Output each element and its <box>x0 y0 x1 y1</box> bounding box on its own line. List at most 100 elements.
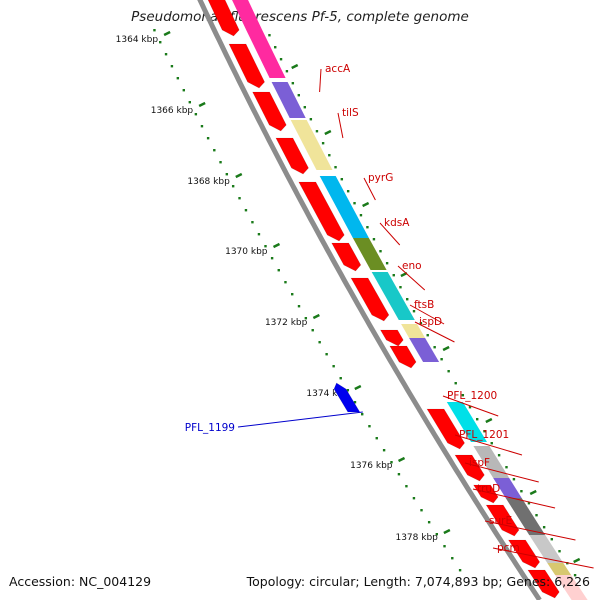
ruler-dot <box>535 514 538 517</box>
ruler-dot <box>304 317 308 320</box>
gene-leader-line <box>409 304 445 325</box>
ruler-dot <box>399 286 402 289</box>
ruler-dot <box>325 353 328 356</box>
forward-gene-arrow <box>485 504 520 537</box>
ruler-dot <box>558 550 561 553</box>
forward-gene-arrow <box>379 329 404 347</box>
ruler-dot <box>426 334 429 337</box>
backbone-line <box>197 0 542 600</box>
ruler-tick <box>442 345 450 352</box>
ruler-dot <box>346 190 350 193</box>
cog-segment <box>446 402 487 442</box>
cog-segment <box>555 575 588 600</box>
ruler-dot <box>231 185 235 188</box>
gene-track <box>207 0 560 599</box>
cog-segment <box>371 272 415 320</box>
ruler-dot <box>392 274 395 277</box>
ruler-dot <box>346 389 350 392</box>
ruler-dot <box>490 442 493 445</box>
ruler-tick-label: 1364 kbp <box>116 35 159 45</box>
cog-segment <box>319 176 369 238</box>
ruler-dot <box>353 401 357 404</box>
ruler-dot <box>200 125 204 128</box>
ruler-dot <box>238 197 241 200</box>
ruler-tick <box>163 30 171 37</box>
ruler-dot <box>458 569 462 572</box>
ruler-dot <box>188 101 192 104</box>
gene-label-pyrg: pyrG <box>368 172 393 184</box>
forward-gene-arrow <box>228 43 265 89</box>
ruler-tick <box>529 489 537 496</box>
ruler-dot <box>182 89 185 92</box>
ruler-dot <box>451 557 454 560</box>
gene-label-acca: accA <box>325 63 351 75</box>
cog-segment <box>232 0 263 30</box>
ruler-dot <box>573 574 577 577</box>
ruler-dot <box>353 202 356 205</box>
ruler-dot <box>359 214 363 217</box>
gene-label-ftsb: ftsB <box>414 299 434 311</box>
ruler-dot <box>170 65 174 68</box>
ruler-dot <box>476 418 479 421</box>
ruler-dot <box>340 178 344 181</box>
ruler-dot <box>412 310 416 313</box>
ruler-dot <box>461 394 465 397</box>
ruler-dot <box>435 533 439 536</box>
ruler-dot <box>328 154 331 157</box>
cog-segment <box>493 478 522 498</box>
cog-segment <box>409 338 440 362</box>
cog-segment <box>401 324 426 338</box>
gene-labels: accA tilS pyrG kdsA eno ftsB ispD PFL_1199 PFL_1… <box>185 63 594 569</box>
ruler-dot <box>427 521 431 524</box>
ruler-dot <box>206 137 210 140</box>
ruler-tick <box>573 557 581 564</box>
ruler-dot <box>443 545 446 548</box>
ruler-dot <box>251 221 254 224</box>
ruler-dot <box>321 142 325 145</box>
ruler-dot <box>315 130 319 133</box>
gene-leader-line <box>464 462 539 483</box>
gene-leader-line <box>397 265 426 291</box>
forward-gene-arrow <box>252 91 287 132</box>
ruler-dot <box>379 250 382 253</box>
ruler-tick <box>324 129 332 136</box>
ruler-dot <box>270 257 274 260</box>
ruler-dot <box>440 358 443 361</box>
cog-segment <box>505 498 546 535</box>
gene-label-sure: surE <box>489 515 512 527</box>
ruler-dot <box>311 329 314 332</box>
ruler-dot <box>334 166 337 169</box>
ruler-dot <box>420 509 423 512</box>
ruler-dot <box>361 413 364 416</box>
ruler-tick <box>485 417 493 424</box>
gene-label-pfl_1199: PFL_1199 <box>185 422 235 434</box>
ruler-dot <box>527 502 531 505</box>
gene-label-eno: eno <box>402 260 422 272</box>
ruler-dot <box>159 41 162 44</box>
ruler-tick-label: 1368 kbp <box>187 177 230 187</box>
backbone-track <box>197 0 542 600</box>
ruler-dot <box>268 34 271 37</box>
forward-gene-arrow <box>473 484 499 504</box>
ruler-tick <box>272 242 281 249</box>
ruler-dot <box>405 485 408 488</box>
ruler-dot <box>520 490 523 493</box>
ruler-dot <box>454 382 457 385</box>
ruler-dot <box>433 346 436 349</box>
ruler-dot <box>368 425 371 428</box>
ruler-dot <box>447 370 450 373</box>
accession-text: Accession: NC_004129 <box>9 574 152 589</box>
ruler-dot <box>397 473 401 476</box>
ruler-tick-label: 1370 kbp <box>225 247 268 257</box>
ruler-dot <box>366 226 369 229</box>
cog-track <box>232 0 588 600</box>
ruler-dot <box>297 94 300 97</box>
ruler-dot <box>244 209 248 212</box>
gene-leader-line <box>484 520 576 541</box>
ruler-tick-label: 1374 kbp <box>306 389 349 399</box>
cog-segment <box>547 563 572 575</box>
ruler-dot <box>291 293 294 296</box>
ruler-dot <box>372 238 376 241</box>
ruler-dot <box>385 262 389 265</box>
